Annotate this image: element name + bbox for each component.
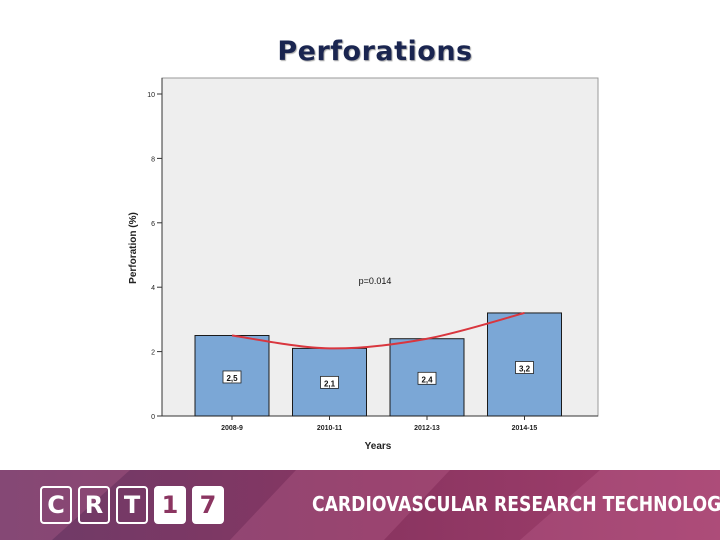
bar-chart: 0 2 4 6 8 10 Perforation (%) Years 2008-9 2,5 2010… — [128, 77, 599, 452]
trend-line — [231, 311, 525, 350]
crt17-logo: C R T 1 7 — [40, 486, 224, 524]
data-label: 2,4 — [421, 375, 433, 384]
data-label-box — [320, 375, 339, 389]
x-axis-label: Years — [365, 441, 392, 452]
data-label-box — [515, 361, 534, 374]
y-tick-label: 4 — [151, 285, 155, 292]
y-tick-label: 2 — [151, 350, 155, 357]
footer-banner — [0, 470, 720, 540]
y-tick-label: 6 — [151, 221, 155, 228]
data-label-box — [417, 371, 437, 385]
x-tick-label: 2010-11 — [317, 425, 342, 432]
logo-letter: R — [78, 486, 110, 524]
data-label: 3,2 — [519, 365, 531, 374]
logo-digit: 1 — [154, 486, 186, 524]
logo-letter: C — [40, 486, 72, 524]
p-value-annotation: p=0.014 — [359, 276, 392, 286]
y-tick-label: 0 — [151, 414, 155, 421]
footer-organization: CARDIOVASCULAR RESEARCH TECHNOLOGIES — [312, 492, 720, 516]
logo-letter: T — [116, 486, 148, 524]
data-label-box — [222, 370, 242, 384]
y-tick-label: 10 — [147, 92, 155, 99]
data-label: 2,5 — [226, 374, 238, 383]
data-label: 2,1 — [324, 379, 336, 388]
logo-digit: 7 — [192, 486, 224, 524]
y-axis-label: Perforation (%) — [128, 212, 139, 284]
x-tick-label: 2014-15 — [512, 425, 538, 432]
x-tick-label: 2008-9 — [221, 425, 243, 432]
x-tick-label: 2012-13 — [414, 425, 440, 432]
y-tick-label: 8 — [151, 156, 155, 163]
slide-title: Perforations — [277, 36, 473, 67]
